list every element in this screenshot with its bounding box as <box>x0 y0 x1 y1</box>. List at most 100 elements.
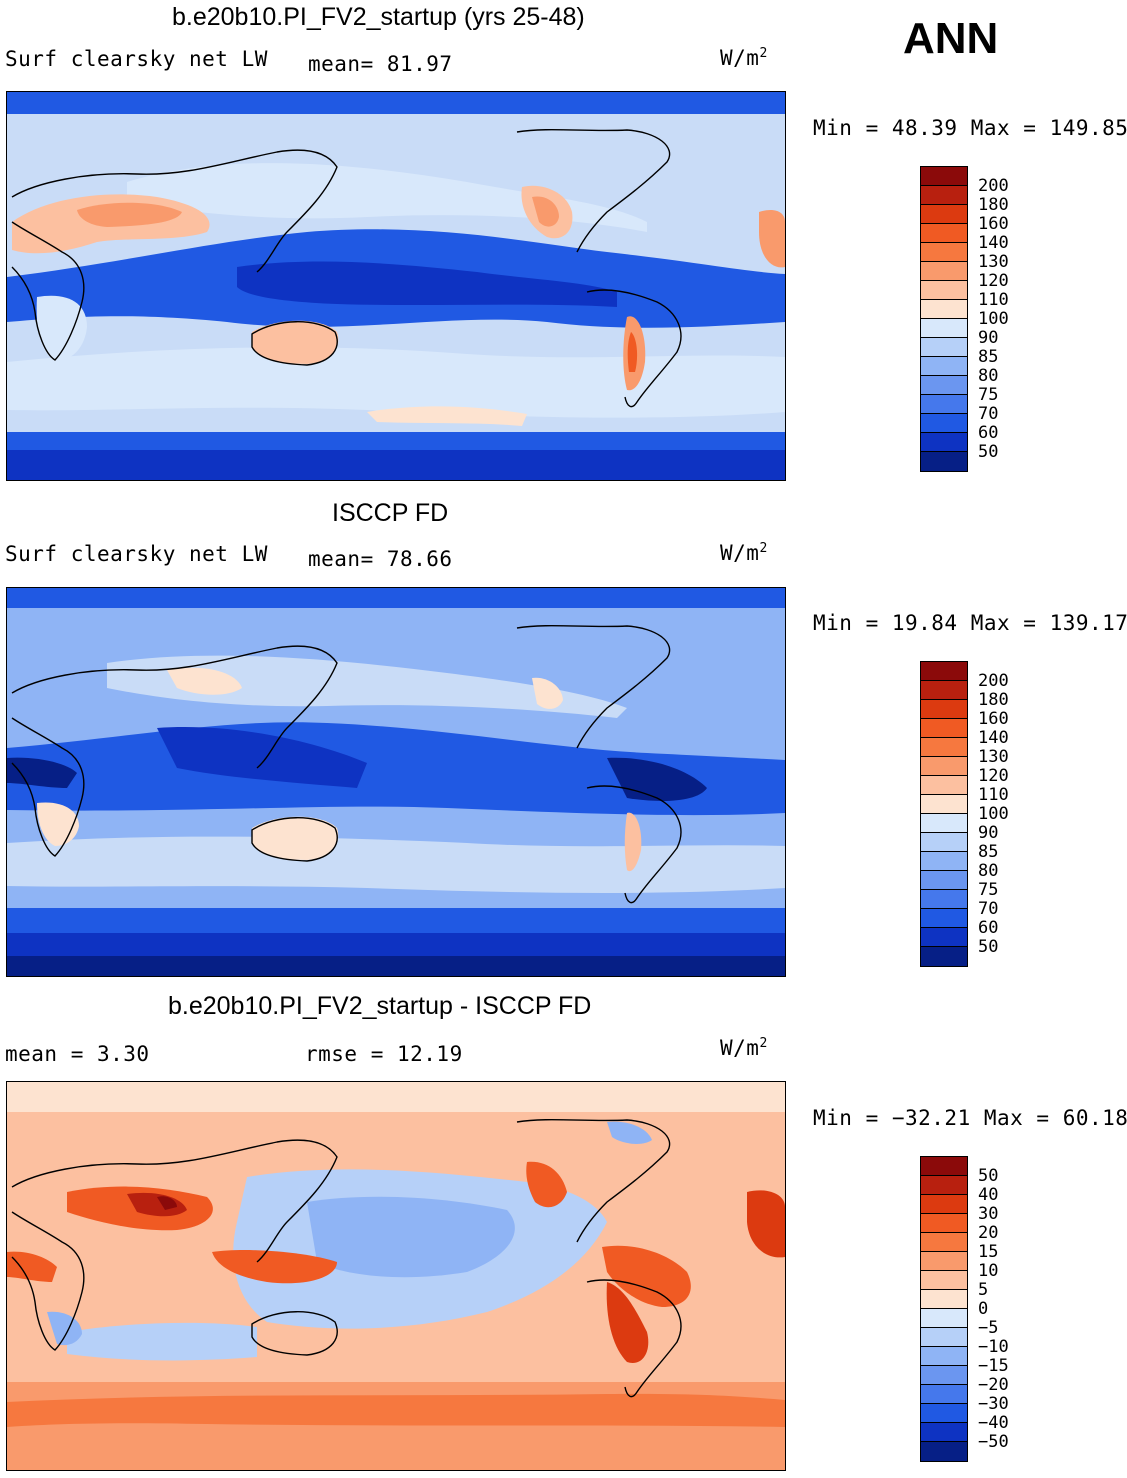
colorbar-swatch <box>921 1442 967 1461</box>
colorbar-level-label: 75 <box>978 880 999 900</box>
colorbar-level-label: −10 <box>978 1337 1009 1357</box>
colorbar-level-label: 200 <box>978 671 1009 691</box>
colorbar-swatch <box>921 719 967 738</box>
units-label: W/m2 <box>720 1036 768 1060</box>
colorbar-swatch <box>921 376 967 395</box>
colorbar-level-label: −15 <box>978 1356 1009 1376</box>
colorbar-level-label: 80 <box>978 366 999 386</box>
colorbar-swatch <box>921 662 967 681</box>
colorbar-level-label: 100 <box>978 804 1009 824</box>
colorbar-swatch <box>921 757 967 776</box>
colorbar-swatch <box>921 433 967 452</box>
colorbar-swatch <box>921 871 967 890</box>
map-difference <box>6 1081 786 1471</box>
colorbar-swatch <box>921 1423 967 1442</box>
colorbar-level-label: 140 <box>978 728 1009 748</box>
colorbar-level-label: 90 <box>978 328 999 348</box>
colorbar-swatch <box>921 928 967 947</box>
colorbar-level-label: 130 <box>978 747 1009 767</box>
colorbar-level-label: 140 <box>978 233 1009 253</box>
colorbar-level-label: 200 <box>978 176 1009 196</box>
colorbar-level-label: 50 <box>978 937 999 957</box>
colorbar-level-label: −50 <box>978 1432 1009 1452</box>
colorbar-swatch <box>921 224 967 243</box>
map-model <box>6 91 786 481</box>
colorbar-level-label: 160 <box>978 214 1009 234</box>
colorbar-swatch <box>921 909 967 928</box>
colorbar-level-label: 85 <box>978 842 999 862</box>
colorbar-swatch <box>921 414 967 433</box>
colorbar-level-label: 130 <box>978 252 1009 272</box>
colorbar-swatch <box>921 833 967 852</box>
colorbar-level-label: 70 <box>978 404 999 424</box>
colorbar-level-label: 75 <box>978 385 999 405</box>
colorbar-level-label: 90 <box>978 823 999 843</box>
colorbar-swatch <box>921 167 967 186</box>
map-obs <box>6 587 786 977</box>
colorbar-swatch <box>921 681 967 700</box>
colorbar-labels-model: 200 180 160 140 130 120 110 100 90 85 80 75 70 60 50 <box>978 177 1009 462</box>
colorbar-swatch <box>921 319 967 338</box>
colorbar-swatch <box>921 1366 967 1385</box>
colorbar-swatch <box>921 1271 967 1290</box>
colorbar-level-label: 85 <box>978 347 999 367</box>
min-max-label: Min = 48.39 Max = 149.85 <box>813 116 1127 140</box>
colorbar-swatch <box>921 243 967 262</box>
colorbar-swatch <box>921 795 967 814</box>
mean-label: mean= 78.66 <box>308 547 453 571</box>
colorbar-swatch <box>921 814 967 833</box>
colorbar-level-label: −5 <box>978 1318 999 1338</box>
variable-label: Surf clearsky net LW <box>5 47 268 71</box>
variable-label: Surf clearsky net LW <box>5 542 268 566</box>
colorbar-swatch <box>921 338 967 357</box>
colorbar-swatch <box>921 262 967 281</box>
rmse-label: rmse = 12.19 <box>305 1042 463 1066</box>
colorbar-swatch <box>921 281 967 300</box>
colorbar-level-label: 50 <box>978 442 999 462</box>
colorbar-swatch <box>921 1176 967 1195</box>
units-label: W/m2 <box>720 46 768 70</box>
colorbar-swatch <box>921 186 967 205</box>
colorbar-level-label: −20 <box>978 1375 1009 1395</box>
colorbar-difference <box>920 1156 968 1462</box>
colorbar-model <box>920 166 968 472</box>
colorbar-level-label: 110 <box>978 785 1009 805</box>
colorbar-swatch <box>921 1252 967 1271</box>
colorbar-level-label: 70 <box>978 899 999 919</box>
colorbar-level-label: 10 <box>978 1261 999 1281</box>
colorbar-level-label: 20 <box>978 1223 999 1243</box>
colorbar-level-label: 180 <box>978 195 1009 215</box>
colorbar-swatch <box>921 1328 967 1347</box>
colorbar-level-label: 120 <box>978 766 1009 786</box>
colorbar-level-label: 60 <box>978 423 999 443</box>
colorbar-swatch <box>921 395 967 414</box>
colorbar-swatch <box>921 1214 967 1233</box>
colorbar-swatch <box>921 452 967 471</box>
colorbar-swatch <box>921 205 967 224</box>
colorbar-level-label: 160 <box>978 709 1009 729</box>
min-max-label: Min = −32.21 Max = 60.18 <box>813 1106 1127 1130</box>
colorbar-swatch <box>921 700 967 719</box>
colorbar-level-label: 80 <box>978 861 999 881</box>
colorbar-swatch <box>921 738 967 757</box>
colorbar-swatch <box>921 357 967 376</box>
colorbar-level-label: 40 <box>978 1185 999 1205</box>
colorbar-swatch <box>921 1195 967 1214</box>
units-label: W/m2 <box>720 541 768 565</box>
panel-title: b.e20b10.PI_FV2_startup (yrs 25-48) <box>172 3 585 31</box>
colorbar-swatch <box>921 890 967 909</box>
colorbar-level-label: 110 <box>978 290 1009 310</box>
colorbar-swatch <box>921 1233 967 1252</box>
colorbar-swatch <box>921 1157 967 1176</box>
colorbar-level-label: 120 <box>978 271 1009 291</box>
colorbar-level-label: 180 <box>978 690 1009 710</box>
colorbar-labels-obs: 200 180 160 140 130 120 110 100 90 85 80 75 70 60 50 <box>978 672 1009 957</box>
colorbar-level-label: 0 <box>978 1299 989 1319</box>
colorbar-labels-difference: 50 40 30 20 15 10 5 0 −5 −10 −15 −20 −30 −40 −50 <box>978 1167 1009 1452</box>
colorbar-level-label: −40 <box>978 1413 1009 1433</box>
colorbar-level-label: 100 <box>978 309 1009 329</box>
season-label: ANN <box>903 14 999 63</box>
colorbar-swatch <box>921 852 967 871</box>
colorbar-swatch <box>921 1309 967 1328</box>
colorbar-level-label: 5 <box>978 1280 989 1300</box>
